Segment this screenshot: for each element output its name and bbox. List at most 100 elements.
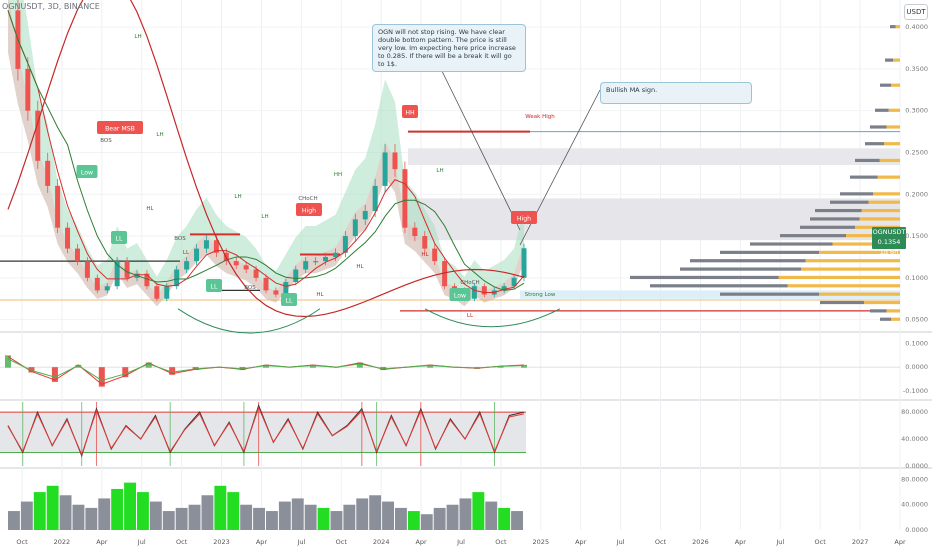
histogram-bar [145,362,152,368]
x-tick-label: Oct [16,538,28,546]
volume-bar [317,507,330,530]
y-tick-label: -0.1000 [903,387,928,395]
note-pointer [439,66,521,231]
histogram-bar [28,367,35,373]
y-tick-label: 0.3000 [905,107,928,115]
x-tick-label: Apr [96,538,108,546]
vp-bar-sell [865,142,885,146]
candle-body [164,286,170,299]
vp-bar-buy [805,259,900,263]
candle-body [243,265,249,270]
x-tick-label: Apr [256,538,268,546]
swing-marker [296,203,322,216]
volume-bar [420,514,433,530]
y-tick-label: 0.2000 [905,190,928,198]
volume-bar [407,511,420,530]
candle-body [332,252,338,257]
structure-label: Weak High [525,114,555,120]
candle-body [104,286,110,291]
candle-body [352,219,358,237]
volume-bar [485,501,498,530]
y-tick-label: 0.2500 [905,148,928,156]
vp-bar-sell [870,309,887,313]
structure-label: HH [334,172,342,178]
volume-bar [72,504,85,530]
vp-bar-buy [819,250,900,254]
histogram-bar [356,362,363,368]
volume-bar [266,511,278,530]
vp-bar-sell [720,292,819,296]
volume-bar [343,504,356,530]
x-tick-label: Apr [735,538,747,546]
volume-bar [472,492,485,530]
double-bottom-arc [177,308,321,334]
swing-marker [97,121,143,134]
histogram-bar [51,367,58,382]
ma-note: Bullish MA sign. [600,82,752,104]
structure-label: BOS [244,285,256,291]
volume-bar [20,501,33,530]
vp-bar-buy [861,208,900,213]
candle-body [293,269,299,283]
candle-body [74,248,80,262]
candle-body [203,240,209,249]
volume-bar [33,492,46,530]
structure-label: Strong Low [525,292,556,298]
marker-layer: HH High High Low LL LL LL Low Bear MSB LH LH LH LH HH… [76,34,601,319]
volume-bar [85,507,98,530]
structure-label: LH [261,214,268,220]
vp-bar-buy [859,217,900,221]
structure-label: CHoCH [460,280,479,286]
structure-label: HL [146,206,154,212]
vp-bar-buy [873,192,900,196]
candle-body [362,210,368,220]
swing-marker [206,279,222,292]
x-tick-label: 2022 [54,538,71,546]
candle-body [144,273,150,287]
vp-bar-buy [893,58,900,62]
vp-bar-sell [880,83,891,87]
x-tick-label: Oct [495,538,507,546]
vp-bar-sell [840,192,873,196]
candle-body [342,236,348,253]
vp-bar-buy [891,317,900,321]
swing-marker [449,288,471,301]
candle-body [392,152,398,170]
histogram-bar [75,364,82,368]
y-tick-label: 0.0000 [905,462,928,470]
candle-body [303,261,309,270]
vp-bar-sell [830,200,869,204]
swing-marker [111,231,127,244]
vp-bar-sell [650,284,788,288]
currency-button[interactable]: USDT [904,4,928,20]
vp-bar-sell [815,208,862,213]
x-tick-label: Apr [575,538,587,546]
volume-bar [98,498,111,530]
volume-bar [227,492,240,530]
volume-bar [369,495,382,530]
x-tick-label: Apr [894,538,906,546]
histogram-bar [122,367,129,378]
candle-body [273,290,279,295]
candle-body [402,169,408,228]
candle-body [442,261,448,287]
vp-bar-buy [884,142,900,146]
ma-mid [7,10,525,291]
volume-bar [330,511,343,530]
candle-body [313,261,319,263]
x-tick-label: Oct [336,538,348,546]
swing-marker-label: High [302,208,316,215]
candle-body [382,152,388,186]
candle-body [283,282,289,295]
structure-label: HL [316,292,324,298]
volume-bar [511,511,523,530]
vp-bar-sell [820,300,864,305]
candle-body [253,269,259,278]
volume-bar [291,498,304,530]
y-tick-label: 80.0000 [901,475,928,483]
swing-marker-label: LL [211,284,218,291]
histogram-bar [427,364,434,368]
candle-body [213,240,219,253]
